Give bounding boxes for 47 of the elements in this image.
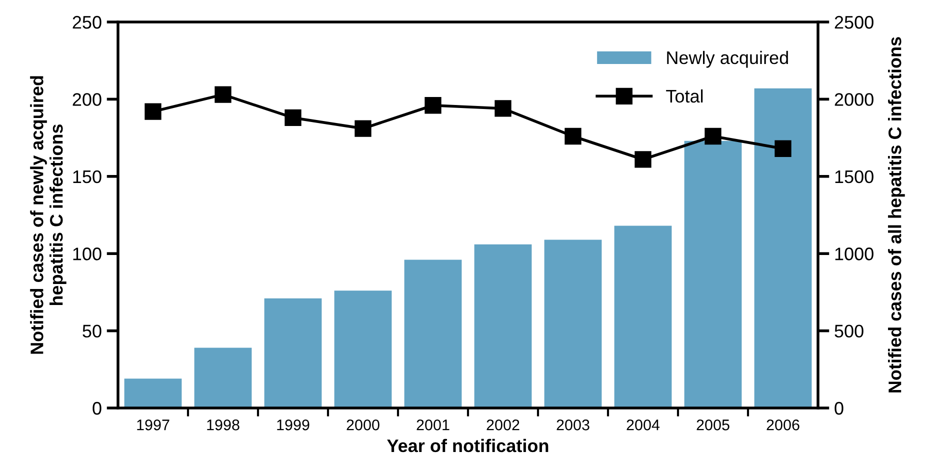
x-tick-label: 1999 [277,420,310,430]
y2-tick-label: 2000 [834,93,874,106]
point [214,86,232,103]
point [144,103,162,120]
bar [194,348,252,408]
x-tick-label: 2002 [486,420,520,430]
y2-axis-title: Notified cases of all hepatitis C infections [888,37,905,392]
point [424,97,442,114]
bar [474,244,532,408]
y2-tick-label: 0 [834,402,844,415]
y-tick-label: 100 [73,248,102,260]
point [634,151,652,168]
y2-tick-label: 2500 [834,16,874,29]
x-tick-label: 2006 [766,420,800,430]
bar [264,298,322,408]
bar [684,140,742,408]
bar [754,88,812,408]
x-tick-label: 2005 [696,420,730,430]
x-tick-label: 1997 [137,420,170,430]
bar [544,240,602,408]
x-axis-title: Year of notification [387,438,548,452]
y-tick-label: 50 [82,324,102,338]
x-tick-label: 2000 [346,420,380,430]
y-tick-label: 150 [73,170,102,184]
bar [614,226,672,408]
legend-label: Newly acquired [667,50,788,68]
x-tick-label: 2004 [626,420,660,430]
bar [124,378,182,408]
point [704,128,722,145]
legend-label: Total [666,89,703,103]
point [564,128,582,145]
x-tick-label: 1998 [207,420,240,430]
bar [334,290,392,408]
y-tick-label: 250 [72,16,102,29]
y-tick-label: 0 [92,402,102,415]
point [354,120,372,137]
point [774,140,792,157]
y-tick-label: 200 [72,93,102,106]
x-tick-label: 2003 [556,420,590,430]
y2-tick-label: 1500 [835,170,874,184]
point [284,109,302,126]
x-tick-label: 2001 [416,420,450,430]
y2-tick-label: 500 [834,324,864,338]
y-axis-title: Notified cases of newly acquired hepatitis C infections [30,76,66,354]
bar [404,260,462,408]
y2-tick-label: 1000 [835,248,874,260]
point [494,100,512,117]
